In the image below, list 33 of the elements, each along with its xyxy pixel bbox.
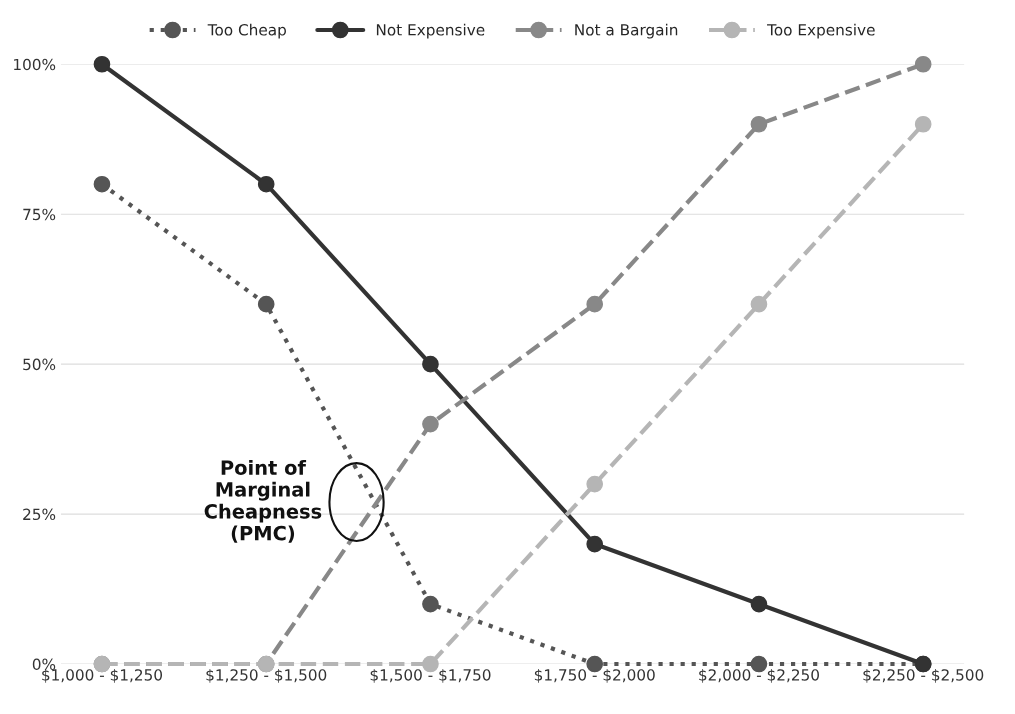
y-tick-label: 25% <box>23 508 56 521</box>
point <box>586 295 604 313</box>
legend-label: Too Expensive <box>767 23 875 39</box>
annotation: Point of Marginal Cheapness (PMC) <box>204 459 322 543</box>
point <box>422 415 439 433</box>
legend-label: Too Cheap <box>207 23 286 39</box>
point <box>422 655 439 673</box>
point <box>93 175 111 193</box>
point <box>422 595 439 613</box>
point <box>750 115 768 133</box>
x-tick-label: $1,500 - $1,750 <box>370 668 491 683</box>
x-tick-label: $2,000 - $2,250 <box>699 668 819 683</box>
x-tick-label: $1,750 - $2,000 <box>534 668 655 683</box>
point <box>93 55 111 73</box>
point <box>257 295 275 313</box>
point <box>914 115 932 133</box>
point <box>586 535 604 553</box>
point <box>750 295 768 313</box>
y-tick-label: 50% <box>23 358 56 371</box>
x-tick-label: $1,000 - $1,250 <box>42 668 163 683</box>
x-tick-label: $2,250 - $2,500 <box>863 668 984 683</box>
point <box>257 175 275 193</box>
y-tick-label: 75% <box>23 208 56 221</box>
point <box>750 655 768 673</box>
y-tick-label: 100% <box>14 58 56 71</box>
legend-label: Not a Bargain <box>575 23 678 39</box>
point <box>914 55 932 73</box>
legend-label: Not Expensive <box>376 23 485 39</box>
x-tick-label: $1,250 - $1,500 <box>206 668 327 683</box>
point <box>586 655 604 673</box>
point <box>586 475 604 493</box>
point <box>750 595 768 613</box>
point <box>422 355 439 373</box>
